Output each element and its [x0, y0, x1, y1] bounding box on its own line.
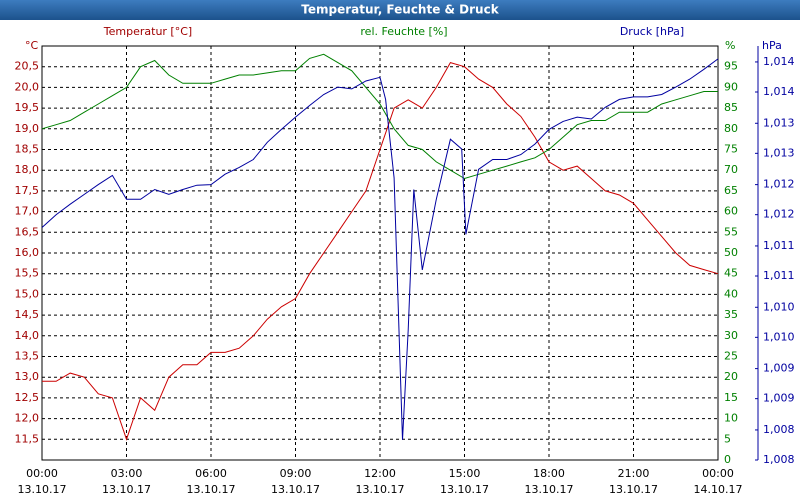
- y2-tick-label: 0: [724, 453, 731, 466]
- y2-tick-label: 75: [724, 143, 738, 156]
- y3-tick-label: 1,014: [763, 85, 795, 98]
- series-line: [42, 62, 719, 441]
- x-tick-label: 21:00: [618, 467, 650, 480]
- y-tick-label: 16,0: [15, 246, 40, 259]
- y2-tick-label: 80: [724, 122, 738, 135]
- y2-tick-label: 85: [724, 101, 738, 114]
- y-tick-label: 19,0: [15, 122, 40, 135]
- x-tick-label: 03:00: [111, 467, 143, 480]
- y3-tick-label: 1,009: [763, 362, 795, 375]
- y-tick-label: 12,0: [15, 412, 40, 425]
- y2-tick-label: 70: [724, 163, 738, 176]
- x-tick-label: 00:00: [702, 467, 734, 480]
- y-tick-label: 13,0: [15, 370, 40, 383]
- y-tick-label: 11,5: [15, 432, 40, 445]
- y3-tick-label: 1,012: [763, 178, 795, 191]
- x-tick-date: 13.10.17: [525, 483, 574, 496]
- y3-tick-label: 1,012: [763, 208, 795, 221]
- x-tick-date: 13.10.17: [609, 483, 658, 496]
- y3-tick-label: 1,008: [763, 453, 795, 466]
- chart-title: Temperatur, Feuchte & Druck: [301, 3, 499, 17]
- y-tick-label: 17,5: [15, 184, 40, 197]
- y2-tick-label: 10: [724, 412, 738, 425]
- y3-tick-label: 1,008: [763, 423, 795, 436]
- y2-tick-label: 20: [724, 370, 738, 383]
- y3-unit: hPa: [762, 39, 782, 52]
- y-tick-label: 13,5: [15, 350, 40, 363]
- y2-tick-label: 5: [724, 432, 731, 445]
- y3-tick-label: 1,013: [763, 116, 795, 129]
- y2-tick-label: 30: [724, 329, 738, 342]
- x-tick-date: 13.10.17: [356, 483, 405, 496]
- y2-tick-label: 35: [724, 308, 738, 321]
- y2-tick-label: 50: [724, 246, 738, 259]
- y2-tick-label: 65: [724, 184, 738, 197]
- x-tick-label: 15:00: [449, 467, 481, 480]
- y2-tick-label: 95: [724, 60, 738, 73]
- y-tick-label: 15,0: [15, 287, 40, 300]
- y3-tick-label: 1,009: [763, 392, 795, 405]
- y2-tick-label: 40: [724, 287, 738, 300]
- y-tick-label: 19,5: [15, 101, 40, 114]
- y-tick-label: 14,5: [15, 308, 40, 321]
- y-tick-label: 14,0: [15, 329, 40, 342]
- series-line: [41, 53, 718, 180]
- y-tick-label: 20,0: [15, 80, 40, 93]
- y3-tick-label: 1,010: [763, 330, 795, 343]
- y3-tick-label: 1,011: [763, 269, 795, 282]
- series-line: [41, 58, 719, 440]
- y-tick-label: 17,0: [15, 205, 40, 218]
- y2-unit: %: [725, 39, 735, 52]
- x-tick-date: 13.10.17: [102, 483, 151, 496]
- legend-label: Druck [hPa]: [620, 25, 684, 38]
- x-tick-label: 09:00: [280, 467, 312, 480]
- y-tick-label: 16,5: [15, 225, 40, 238]
- y3-tick-label: 1,011: [763, 239, 795, 252]
- y-tick-label: 20,5: [15, 60, 40, 73]
- y2-tick-label: 45: [724, 267, 738, 280]
- x-tick-date: 14.10.17: [694, 483, 743, 496]
- x-tick-date: 13.10.17: [18, 483, 67, 496]
- x-tick-label: 00:00: [26, 467, 58, 480]
- x-tick-label: 18:00: [533, 467, 565, 480]
- y2-tick-label: 15: [724, 391, 738, 404]
- x-tick-date: 13.10.17: [271, 483, 320, 496]
- y2-tick-label: 25: [724, 350, 738, 363]
- x-tick-label: 12:00: [364, 467, 396, 480]
- y-unit: °C: [25, 39, 39, 52]
- y-tick-label: 18,0: [15, 163, 40, 176]
- x-tick-date: 13.10.17: [440, 483, 489, 496]
- legend-label: Temperatur [°C]: [103, 25, 192, 38]
- legend-label: rel. Feuchte [%]: [360, 25, 447, 38]
- y-tick-label: 12,5: [15, 391, 40, 404]
- x-tick-label: 06:00: [195, 467, 227, 480]
- y2-tick-label: 55: [724, 225, 738, 238]
- y3-tick-label: 1,013: [763, 146, 795, 159]
- y2-tick-label: 90: [724, 80, 738, 93]
- y-tick-label: 15,5: [15, 267, 40, 280]
- y-tick-label: 18,5: [15, 143, 40, 156]
- y2-tick-label: 60: [724, 205, 738, 218]
- x-tick-date: 13.10.17: [187, 483, 236, 496]
- title-bar: [0, 0, 800, 20]
- y3-tick-label: 1,014: [763, 55, 795, 68]
- y3-tick-label: 1,010: [763, 300, 795, 313]
